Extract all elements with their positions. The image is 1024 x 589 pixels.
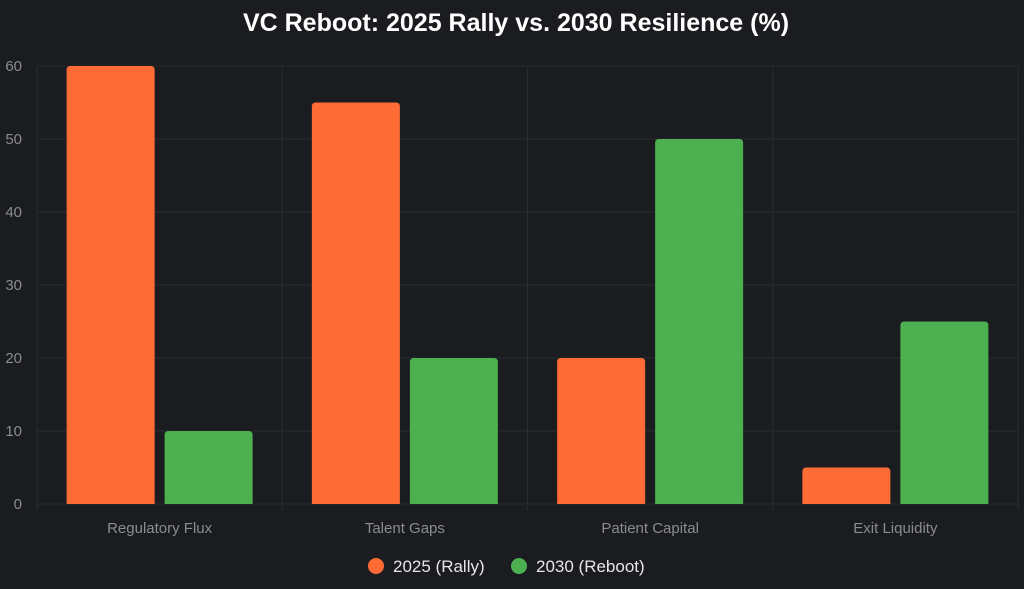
y-axis-ticks: 0 10 20 30 40 50 60	[5, 58, 22, 513]
bar-patient-capital-series-2	[655, 139, 744, 504]
x-category-label: Exit Liquidity	[853, 520, 938, 537]
x-category-label: Regulatory Flux	[107, 520, 213, 537]
bars-layer	[66, 66, 989, 504]
bar-patient-capital-series-1	[557, 358, 646, 504]
y-tick-label: 50	[5, 131, 22, 148]
legend-swatch	[368, 558, 384, 574]
bar-talent-gaps-series-2	[409, 358, 498, 504]
y-tick-label: 10	[5, 423, 22, 440]
bar-exit-liquidity-series-2	[900, 321, 989, 504]
legend-label: 2025 (Rally)	[393, 557, 485, 576]
legend-label: 2030 (Reboot)	[536, 557, 645, 576]
bar-talent-gaps-series-1	[311, 102, 400, 504]
x-category-label: Talent Gaps	[365, 520, 445, 537]
y-tick-label: 20	[5, 350, 22, 367]
y-tick-label: 40	[5, 204, 22, 221]
chart-title: VC Reboot: 2025 Rally vs. 2030 Resilienc…	[243, 9, 789, 37]
y-tick-label: 0	[14, 496, 22, 513]
legend: 2025 (Rally) 2030 (Reboot)	[368, 557, 645, 576]
y-tick-label: 30	[5, 277, 22, 294]
legend-swatch	[511, 558, 527, 574]
x-axis-categories: Regulatory Flux Talent Gaps Patient Capita…	[107, 520, 938, 537]
y-tick-label: 60	[5, 58, 22, 75]
x-category-label: Patient Capital	[601, 520, 699, 537]
bar-regulatory-flux-series-1	[66, 66, 155, 504]
bar-exit-liquidity-series-1	[802, 467, 891, 504]
bar-regulatory-flux-series-2	[164, 431, 253, 504]
